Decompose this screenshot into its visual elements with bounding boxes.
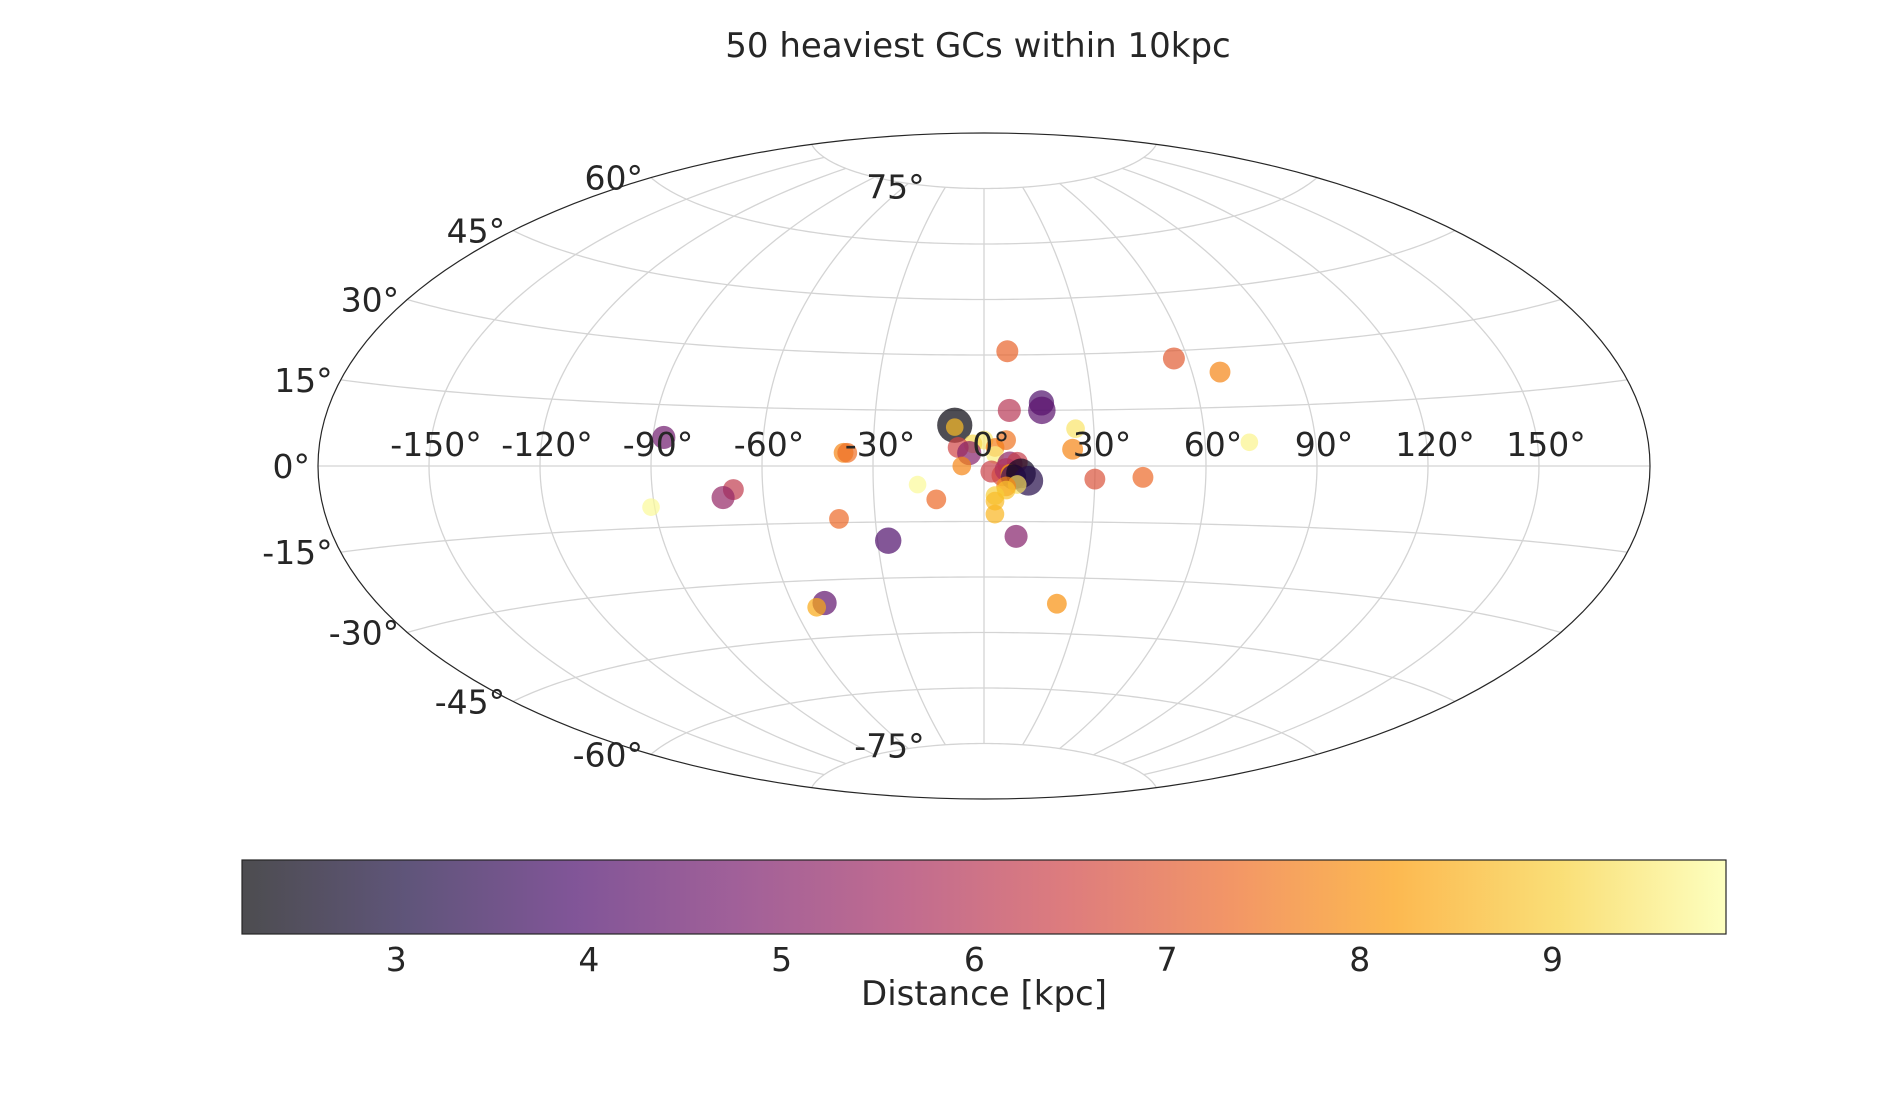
chart-title: 50 heaviest GCs within 10kpc [725,26,1230,66]
colorbar-tick-label: 6 [964,940,985,979]
cluster-point [1162,347,1185,370]
colorbar-tick-label: 5 [771,940,792,979]
globular-cluster-points [642,340,1259,617]
longitude-tick-label: 120° [1395,425,1475,464]
longitude-tick-label: -30° [845,425,915,464]
longitude-gridline [872,186,946,746]
cluster-point [711,486,735,510]
latitude-tick-labels: 75° 60° 45° 30° 15° 0° -15° -30° -45° -60° -75° [262,159,924,775]
colorbar-gradient [241,859,1727,935]
longitude-gridline [539,167,847,765]
cluster-point [1084,468,1106,490]
latitude-tick-label: 15° [274,361,333,400]
latitude-tick-label: 45° [447,212,506,251]
latitude-tick-label: -60° [573,735,643,774]
cluster-point [1028,396,1056,425]
latitude-gridline [811,144,1157,190]
longitude-tick-label: 60° [1184,425,1243,464]
cluster-point [926,489,947,510]
map-boundary [317,132,1651,800]
cluster-point [996,340,1019,363]
cluster-point [807,597,827,617]
colorbar-tick-label: 9 [1542,940,1563,979]
colorbar-tick-label: 8 [1349,940,1370,979]
cluster-point [1062,438,1084,460]
latitude-tick-label: 75° [866,167,925,206]
longitude-tick-label: -150° [390,425,481,464]
colorbar-label: Distance [kpc] [861,974,1107,1014]
cluster-point [1132,466,1154,488]
latitude-tick-label: -15° [262,533,332,572]
longitude-gridline [1121,167,1429,765]
colorbar-tick-labels: 3 4 5 6 7 8 9 [386,940,1563,979]
latitude-tick-label: -45° [435,683,505,722]
latitude-tick-label: 30° [341,281,400,320]
cluster-point [985,504,1005,524]
cluster-point [642,498,660,516]
longitude-tick-label: -60° [734,425,804,464]
colorbar-tick-label: 7 [1157,940,1178,979]
longitude-tick-label: 150° [1506,425,1586,464]
longitude-gridline [1059,182,1207,750]
longitude-tick-label: -120° [501,425,592,464]
cluster-point [1004,524,1028,548]
longitude-tick-label: 90° [1295,425,1354,464]
latitude-tick-label: -30° [329,614,399,653]
cluster-point [1046,593,1067,614]
cluster-point [908,475,927,494]
cluster-point [1240,433,1259,452]
cluster-point [1066,419,1085,439]
cluster-point [945,418,964,436]
cluster-point [829,508,849,529]
cluster-point [985,491,1005,511]
latitude-tick-label: 60° [585,159,644,198]
cluster-point [875,527,902,554]
latitude-tick-label: -75° [854,727,924,766]
colorbar: 3 4 5 6 7 8 9 Distance [kpc] [241,859,1727,1014]
cluster-point [1209,361,1231,383]
longitude-gridline [761,182,909,750]
cluster-point [837,442,858,463]
longitude-gridline [1093,176,1318,756]
cluster-point [952,456,972,476]
longitude-tick-label: 30° [1073,425,1132,464]
longitude-gridline [650,176,875,756]
longitude-gridline [428,156,825,776]
longitude-tick-label: 0° [972,425,1010,464]
longitude-gridline [1143,156,1540,776]
colorbar-tick-label: 4 [578,940,599,979]
colorbar-tick-label: 3 [386,940,407,979]
cluster-point [652,425,676,450]
longitude-gridline [1022,186,1096,746]
longitude-tick-label: -90° [623,425,693,464]
longitude-tick-labels: -150° -120° -90° -60° -30° 0° 30° 60° 90° 120° 150… [390,425,1585,464]
latitude-tick-label: 0° [273,447,311,486]
cluster-point [997,398,1021,423]
